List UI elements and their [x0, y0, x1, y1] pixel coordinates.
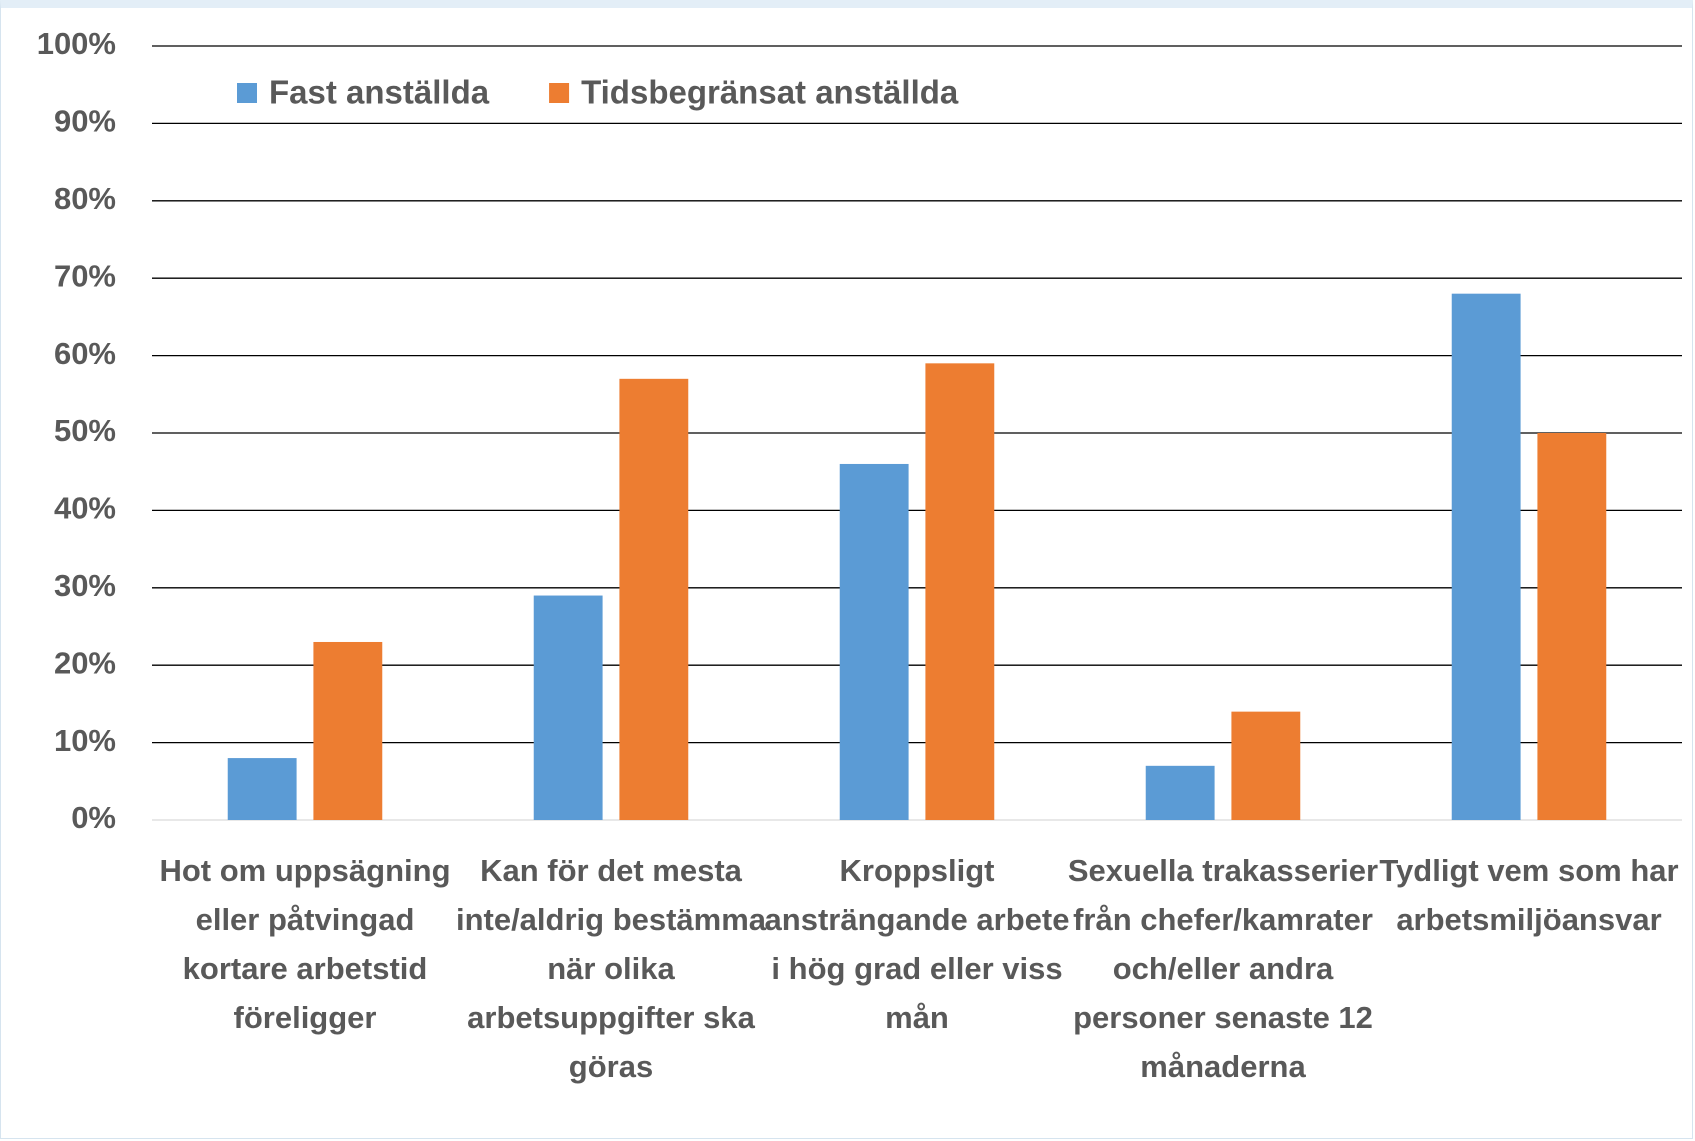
bar — [227, 758, 297, 820]
y-tick-label: 60% — [54, 336, 116, 371]
bar — [1451, 293, 1521, 820]
y-tick-label: 20% — [54, 645, 116, 680]
y-tick-label: 80% — [54, 181, 116, 216]
y-tick-label: 30% — [54, 568, 116, 603]
x-tick-label: Hot om uppsägning eller påtvingad kortar… — [159, 853, 451, 1035]
bar — [1145, 765, 1215, 820]
bar — [619, 378, 689, 820]
x-tick-label: Kroppsligt ansträngande arbete i hög gra… — [764, 853, 1070, 1035]
bar — [839, 463, 909, 820]
bar — [1231, 711, 1301, 820]
chart: 0% 10% 20% 30% 40% 50% 60% 70% 80% 90% 100% Fast an… — [37, 26, 1682, 835]
y-tick-label: 100% — [37, 26, 116, 61]
bar — [925, 363, 995, 820]
y-tick-label: 90% — [54, 104, 116, 139]
legend-label: Tidsbegränsat anställda — [581, 74, 959, 111]
y-tick-label: 70% — [54, 258, 116, 293]
x-tick-label: Sexuella trakasserier från chefer/kamrat… — [1067, 853, 1379, 1084]
legend-swatch — [549, 83, 570, 103]
x-tick-label: Kan för det mesta inte/aldrig bestämma n… — [455, 853, 767, 1084]
legend-label: Fast anställda — [269, 74, 490, 111]
y-tick-label: 0% — [71, 800, 116, 835]
y-tick-label: 40% — [54, 491, 116, 526]
bar — [1537, 433, 1607, 820]
bar — [313, 641, 383, 820]
y-tick-label: 50% — [54, 413, 116, 448]
y-tick-label: 10% — [54, 723, 116, 758]
legend-swatch — [237, 83, 257, 103]
x-tick-label: Tydligt vem som har arbetsmiljöansvar — [1379, 853, 1679, 937]
bar — [533, 595, 603, 820]
